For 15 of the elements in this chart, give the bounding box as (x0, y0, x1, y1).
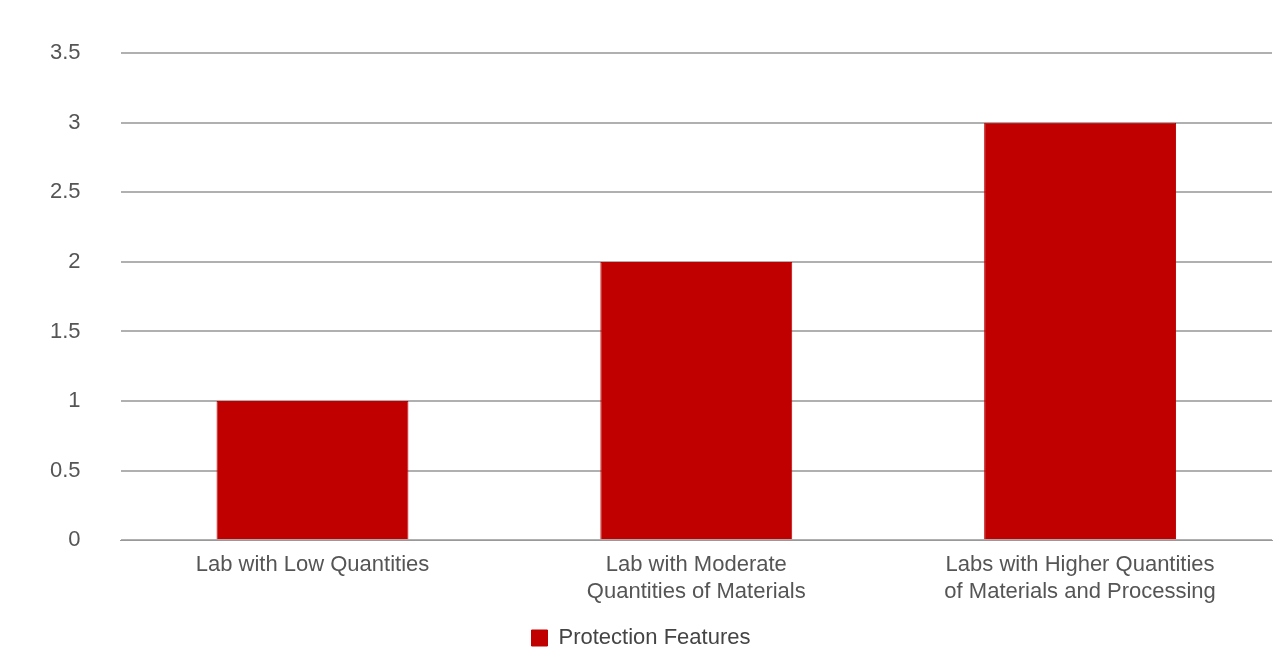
y-tick-label: 3.5 (49, 39, 81, 65)
bar (600, 261, 793, 540)
legend-label: Protection Features (558, 624, 751, 650)
y-tick-label: 1 (68, 387, 81, 413)
y-tick-label: 2 (68, 247, 81, 273)
x-tick-label: Lab with Moderate Quantities of Materials (586, 551, 806, 603)
bar (984, 122, 1177, 540)
x-tick-label: Labs with Higher Quantities of Materials and Processing (944, 551, 1216, 603)
y-tick-label: 0 (68, 526, 81, 552)
y-tick-label: 1.5 (49, 317, 81, 343)
x-tick-label: Lab with Low Quantities (195, 551, 430, 577)
y-tick-label: 2.5 (49, 178, 81, 204)
y-tick-label: 3 (68, 108, 81, 134)
bar (216, 401, 409, 540)
y-tick-label: 0.5 (49, 456, 81, 482)
